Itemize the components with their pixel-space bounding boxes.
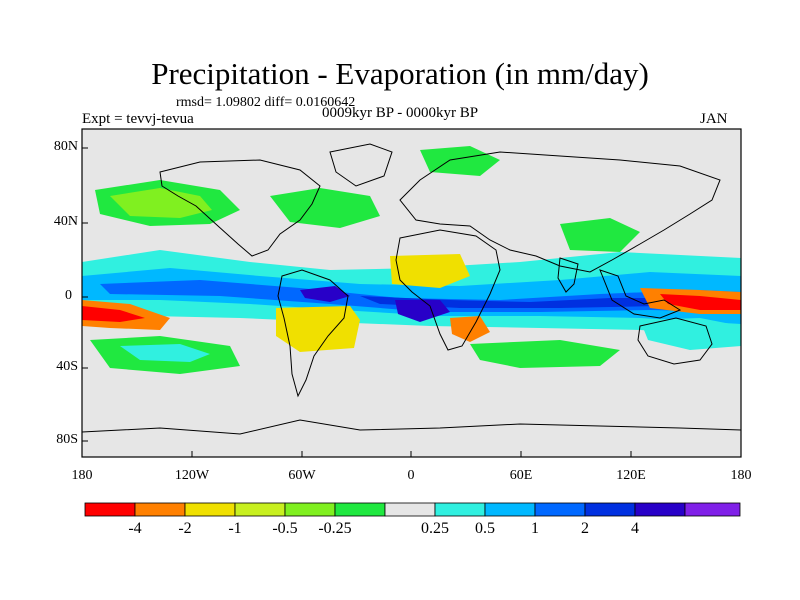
lon-label-180e: 180 (730, 468, 752, 483)
period-label: 0009kyr BP - 0000kyr BP (322, 105, 479, 121)
field-indian-purple (395, 300, 450, 322)
coast-australia (637, 317, 713, 365)
coast-southeast-asia (599, 269, 682, 319)
field-westpacific-red (660, 294, 741, 310)
lat-label-0: 0 (65, 288, 72, 303)
lon-label-120w: 120W (174, 468, 210, 483)
colorbar-label-9: 2 (581, 520, 589, 537)
lat-label-40s: 40S (56, 359, 78, 374)
field-atlantic-purple (300, 286, 350, 302)
colorbar-box-13 (684, 502, 741, 517)
coast-south-america (277, 269, 349, 398)
lat-label-80n: 80N (53, 139, 78, 154)
colorbar-box-1 (84, 502, 136, 517)
colorbar (84, 502, 741, 517)
colorbar-box-6 (334, 502, 386, 517)
colorbar-box-5 (284, 502, 336, 517)
field-sahel-yellow (390, 254, 470, 288)
field-sindian-green (470, 340, 620, 368)
colorbar-box-2 (134, 502, 186, 517)
field-australia-cyan (640, 318, 741, 350)
map-title: Precipitation - Evaporation (in mm/day) (151, 56, 649, 91)
lon-label-60w: 60W (288, 468, 316, 483)
axis-ticks (81, 147, 742, 457)
colorbar-box-3 (184, 502, 236, 517)
rmsd-diff-stats: rmsd= 1.09802 diff= 0.0160642 (176, 95, 356, 110)
coastlines (82, 143, 741, 435)
experiment-label: Expt = tevvj-tevua (82, 111, 194, 127)
colorbar-box-4 (234, 502, 286, 517)
coast-north-america (159, 159, 321, 257)
colorbar-box-9 (484, 502, 536, 517)
colorbar-box-12 (634, 502, 686, 517)
colorbar-box-11 (584, 502, 636, 517)
field-natlantic-green (270, 188, 380, 228)
coast-antarctica (82, 419, 741, 435)
colorbar-label-6: 0.25 (421, 520, 449, 537)
colorbar-label-8: 1 (531, 520, 539, 537)
colorbar-box-7 (384, 502, 436, 517)
field-southpacific-red (82, 306, 145, 322)
lon-label-60e: 60E (509, 468, 533, 483)
field-npacific-lime (110, 188, 212, 218)
lat-label-40n: 40N (53, 214, 78, 229)
month-label: JAN (700, 111, 728, 127)
colorbar-label-5: -0.25 (318, 520, 352, 537)
colorbar-box-10 (534, 502, 586, 517)
lon-label-0: 0 (407, 468, 415, 483)
field-southamerica-yellow (276, 306, 360, 352)
lon-label-180w: 180 (71, 468, 93, 483)
coast-africa (395, 229, 501, 351)
colorbar-label-1: -4 (128, 520, 142, 537)
field-africa-orange (450, 316, 490, 342)
lat-label-80s: 80S (56, 432, 78, 447)
coast-greenland (329, 143, 393, 187)
field-asia-green (560, 218, 640, 252)
field-spacific-cyan (120, 344, 210, 362)
coast-eurasia (399, 151, 721, 273)
colorbar-label-2: -2 (178, 520, 192, 537)
field-europe-green (420, 146, 500, 176)
colorbar-label-7: 0.5 (475, 520, 495, 537)
coast-india (557, 257, 579, 293)
colorbar-label-10: 4 (631, 520, 639, 537)
colorbar-label-4: -0.5 (272, 520, 298, 537)
colorbar-label-3: -1 (228, 520, 242, 537)
lon-label-120e: 120E (616, 468, 646, 483)
colorbar-box-8 (434, 502, 486, 517)
